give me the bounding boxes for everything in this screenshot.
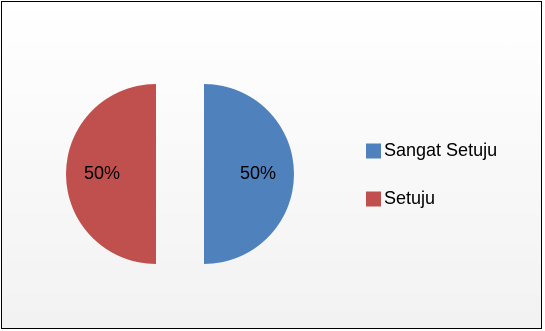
legend-label-setuju: Setuju bbox=[384, 188, 435, 208]
legend-label-sangat-setuju: Sangat Setuju bbox=[384, 140, 497, 160]
pie-slice-sangat-setuju bbox=[204, 84, 294, 264]
pie-data-labels: 50% 50% bbox=[84, 163, 276, 183]
pie-slice-setuju bbox=[66, 84, 156, 264]
legend-swatch-setuju bbox=[366, 191, 381, 207]
pie-slices bbox=[66, 84, 294, 264]
data-label-sangat-setuju: 50% bbox=[240, 163, 276, 183]
legend-swatch-sangat-setuju bbox=[366, 143, 381, 159]
legend: Sangat Setuju Setuju bbox=[366, 140, 497, 208]
data-label-setuju: 50% bbox=[84, 163, 120, 183]
